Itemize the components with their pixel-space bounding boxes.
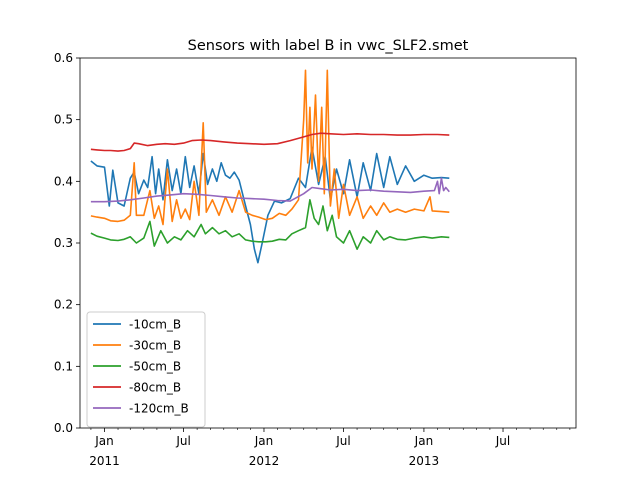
chart-title: Sensors with label B in vwc_SLF2.smet xyxy=(188,38,469,54)
x-axis: Jan 2011 Jul Jan 2012 Jul Jan 2013 Jul xyxy=(89,428,571,468)
y-tick-label: 0.0 xyxy=(54,421,73,435)
series-line--50cm_B xyxy=(90,199,450,250)
x-tick-year-label: 2012 xyxy=(249,454,280,468)
x-tick-label: Jul xyxy=(175,434,190,448)
series-layer xyxy=(90,69,450,264)
legend-label--50cm_B: -50cm_B xyxy=(129,360,181,374)
x-tick-label: Jan xyxy=(414,434,434,448)
x-tick-label: Jan xyxy=(254,434,274,448)
legend-label--30cm_B: -30cm_B xyxy=(129,339,181,353)
legend-label--80cm_B: -80cm_B xyxy=(129,381,181,395)
legend-label--120cm_B: -120cm_B xyxy=(129,402,189,416)
y-tick-label: 0.1 xyxy=(54,359,73,373)
legend-box xyxy=(86,311,206,428)
x-tick-label: Jul xyxy=(335,434,350,448)
series-line--10cm_B xyxy=(90,146,450,264)
y-tick-label: 0.6 xyxy=(54,51,73,65)
legend-label--10cm_B: -10cm_B xyxy=(129,318,181,332)
series-line--80cm_B xyxy=(90,132,450,152)
x-tick-year-label: 2013 xyxy=(409,454,440,468)
y-axis: 0.0 0.1 0.2 0.3 0.4 0.5 0.6 xyxy=(54,51,80,435)
series-line--120cm_B xyxy=(90,177,450,203)
y-tick-label: 0.4 xyxy=(54,174,73,188)
x-tick-label: Jul xyxy=(495,434,510,448)
x-tick-label: Jan xyxy=(94,434,114,448)
legend: -10cm_B -30cm_B -50cm_B -80cm_B -120cm_B xyxy=(86,311,206,428)
y-tick-label: 0.2 xyxy=(54,298,73,312)
series-line--30cm_B xyxy=(90,69,450,226)
x-tick-year-label: 2011 xyxy=(89,454,120,468)
y-tick-label: 0.3 xyxy=(54,236,73,250)
y-tick-label: 0.5 xyxy=(54,113,73,127)
